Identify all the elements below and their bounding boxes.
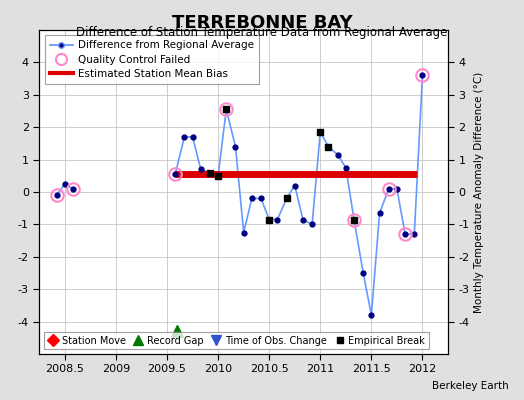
- Text: Difference of Station Temperature Data from Regional Average: Difference of Station Temperature Data f…: [77, 26, 447, 39]
- Text: Berkeley Earth: Berkeley Earth: [432, 381, 508, 391]
- Y-axis label: Monthly Temperature Anomaly Difference (°C): Monthly Temperature Anomaly Difference (…: [474, 71, 484, 313]
- Legend: Station Move, Record Gap, Time of Obs. Change, Empirical Break: Station Move, Record Gap, Time of Obs. C…: [44, 332, 429, 350]
- Text: TERREBONNE BAY: TERREBONNE BAY: [172, 14, 352, 32]
